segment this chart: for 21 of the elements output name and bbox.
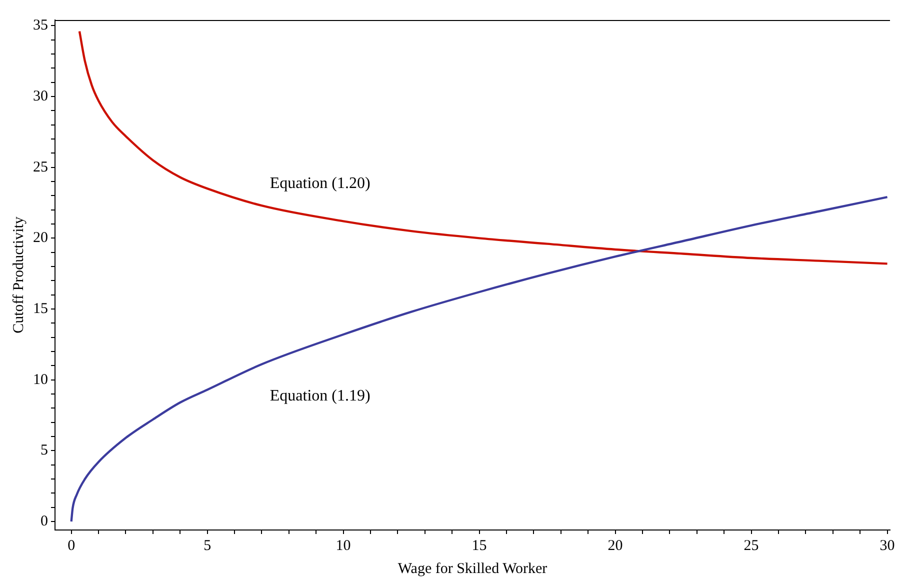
line-series bbox=[70, 196, 888, 523]
series-label: Equation (1.20) bbox=[270, 174, 370, 192]
series-label: Equation (1.19) bbox=[270, 387, 370, 404]
x-tick-label: 20 bbox=[608, 538, 623, 554]
x-tick-label: 5 bbox=[204, 538, 212, 554]
y-tick-label: 25 bbox=[33, 159, 48, 176]
x-tick-label: 30 bbox=[880, 538, 895, 554]
line-series bbox=[78, 30, 888, 265]
y-tick-label: 10 bbox=[33, 372, 48, 388]
x-axis-title: Wage for Skilled Worker bbox=[398, 560, 548, 577]
y-tick-label: 35 bbox=[33, 18, 48, 34]
y-tick-label: 5 bbox=[40, 442, 48, 459]
y-tick-label: 0 bbox=[40, 513, 48, 530]
x-tick-label: 10 bbox=[336, 538, 351, 554]
y-tick-label: 30 bbox=[33, 88, 48, 104]
x-tick-label: 0 bbox=[68, 538, 76, 554]
y-tick-label: 15 bbox=[33, 300, 48, 317]
y-tick-label: 20 bbox=[33, 230, 48, 246]
x-tick-label: 25 bbox=[744, 538, 759, 554]
x-tick-label: 15 bbox=[472, 538, 487, 554]
y-axis-title: Cutoff Productivity bbox=[10, 216, 27, 334]
